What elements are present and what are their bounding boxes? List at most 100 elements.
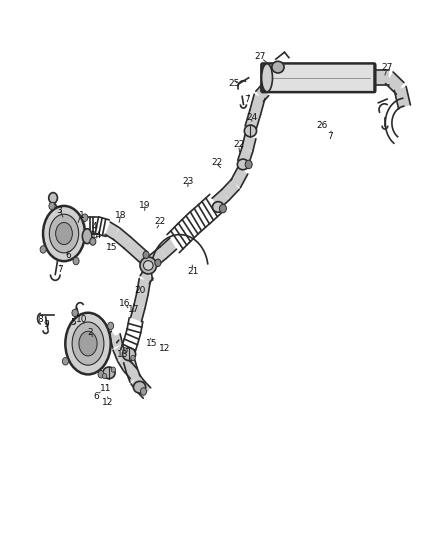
Text: 22: 22: [233, 140, 244, 149]
Ellipse shape: [82, 229, 92, 244]
Circle shape: [141, 387, 147, 395]
Circle shape: [219, 204, 226, 213]
Text: 7: 7: [328, 132, 333, 141]
Circle shape: [40, 246, 46, 253]
Polygon shape: [131, 304, 145, 322]
Text: 27: 27: [381, 63, 393, 71]
Polygon shape: [385, 72, 404, 94]
Polygon shape: [127, 367, 140, 382]
Polygon shape: [124, 362, 138, 378]
Circle shape: [62, 358, 68, 365]
Circle shape: [73, 257, 79, 265]
Text: 9: 9: [44, 320, 49, 329]
Polygon shape: [238, 147, 253, 165]
Text: 20: 20: [135, 286, 146, 295]
Ellipse shape: [244, 125, 257, 137]
Polygon shape: [105, 222, 119, 240]
Text: 22: 22: [155, 217, 166, 226]
Text: 3: 3: [57, 206, 63, 215]
Ellipse shape: [261, 64, 272, 92]
Text: 14: 14: [91, 231, 102, 240]
Circle shape: [49, 203, 55, 209]
Circle shape: [72, 309, 78, 317]
Ellipse shape: [79, 331, 97, 356]
Polygon shape: [222, 179, 239, 200]
FancyBboxPatch shape: [261, 63, 375, 92]
Text: 15: 15: [145, 339, 157, 348]
Text: 23: 23: [183, 177, 194, 186]
Polygon shape: [134, 291, 148, 308]
Polygon shape: [140, 270, 153, 284]
Text: 12: 12: [159, 344, 170, 353]
Ellipse shape: [65, 313, 111, 374]
Polygon shape: [394, 86, 410, 109]
Text: 22: 22: [211, 158, 223, 167]
Text: 6: 6: [66, 252, 71, 260]
Text: 17: 17: [128, 304, 140, 313]
Polygon shape: [118, 354, 131, 370]
Text: 12: 12: [102, 398, 113, 407]
Text: 26: 26: [316, 121, 327, 130]
Text: 24: 24: [246, 113, 258, 122]
Circle shape: [245, 160, 252, 168]
Text: 16: 16: [120, 299, 131, 308]
Circle shape: [102, 373, 107, 378]
Polygon shape: [124, 358, 137, 373]
Polygon shape: [250, 94, 265, 115]
Text: 7: 7: [57, 265, 63, 273]
Circle shape: [98, 370, 104, 378]
Ellipse shape: [43, 206, 85, 261]
Circle shape: [143, 251, 149, 259]
Text: 18: 18: [115, 212, 127, 221]
Text: 21: 21: [187, 268, 198, 276]
Polygon shape: [124, 237, 147, 263]
Text: 4: 4: [92, 222, 97, 231]
Polygon shape: [149, 247, 166, 267]
Polygon shape: [137, 278, 150, 294]
Polygon shape: [78, 218, 87, 233]
Ellipse shape: [237, 159, 249, 169]
Polygon shape: [137, 381, 151, 398]
Polygon shape: [242, 135, 256, 151]
Text: 7: 7: [244, 94, 250, 103]
Polygon shape: [110, 334, 123, 348]
Ellipse shape: [49, 214, 79, 253]
Circle shape: [49, 192, 57, 203]
Polygon shape: [256, 85, 268, 101]
Polygon shape: [212, 189, 229, 209]
Text: 8: 8: [37, 315, 43, 324]
Ellipse shape: [212, 201, 224, 212]
Polygon shape: [109, 331, 119, 343]
Text: 19: 19: [139, 201, 151, 210]
Circle shape: [90, 238, 96, 245]
Ellipse shape: [56, 222, 72, 245]
Text: 2: 2: [88, 328, 93, 337]
Ellipse shape: [140, 257, 156, 274]
Text: 15: 15: [106, 244, 118, 253]
Text: 6: 6: [94, 392, 99, 401]
Text: 27: 27: [255, 52, 266, 61]
Polygon shape: [113, 228, 131, 248]
Circle shape: [155, 259, 161, 266]
Circle shape: [123, 348, 127, 353]
Ellipse shape: [144, 261, 153, 270]
Polygon shape: [160, 238, 177, 258]
Polygon shape: [374, 70, 389, 85]
Circle shape: [111, 367, 116, 372]
Polygon shape: [231, 166, 248, 188]
Ellipse shape: [123, 348, 136, 361]
Circle shape: [108, 322, 114, 329]
Polygon shape: [69, 220, 81, 237]
Ellipse shape: [134, 381, 146, 393]
Text: 25: 25: [229, 78, 240, 87]
Text: 13: 13: [117, 350, 129, 359]
Text: 10: 10: [76, 315, 87, 324]
Text: 11: 11: [100, 384, 111, 393]
Polygon shape: [113, 344, 127, 361]
Circle shape: [131, 356, 135, 361]
Ellipse shape: [72, 322, 104, 365]
Polygon shape: [245, 110, 261, 131]
Ellipse shape: [103, 367, 115, 378]
Text: 5: 5: [70, 318, 76, 327]
Text: 1: 1: [78, 212, 85, 221]
